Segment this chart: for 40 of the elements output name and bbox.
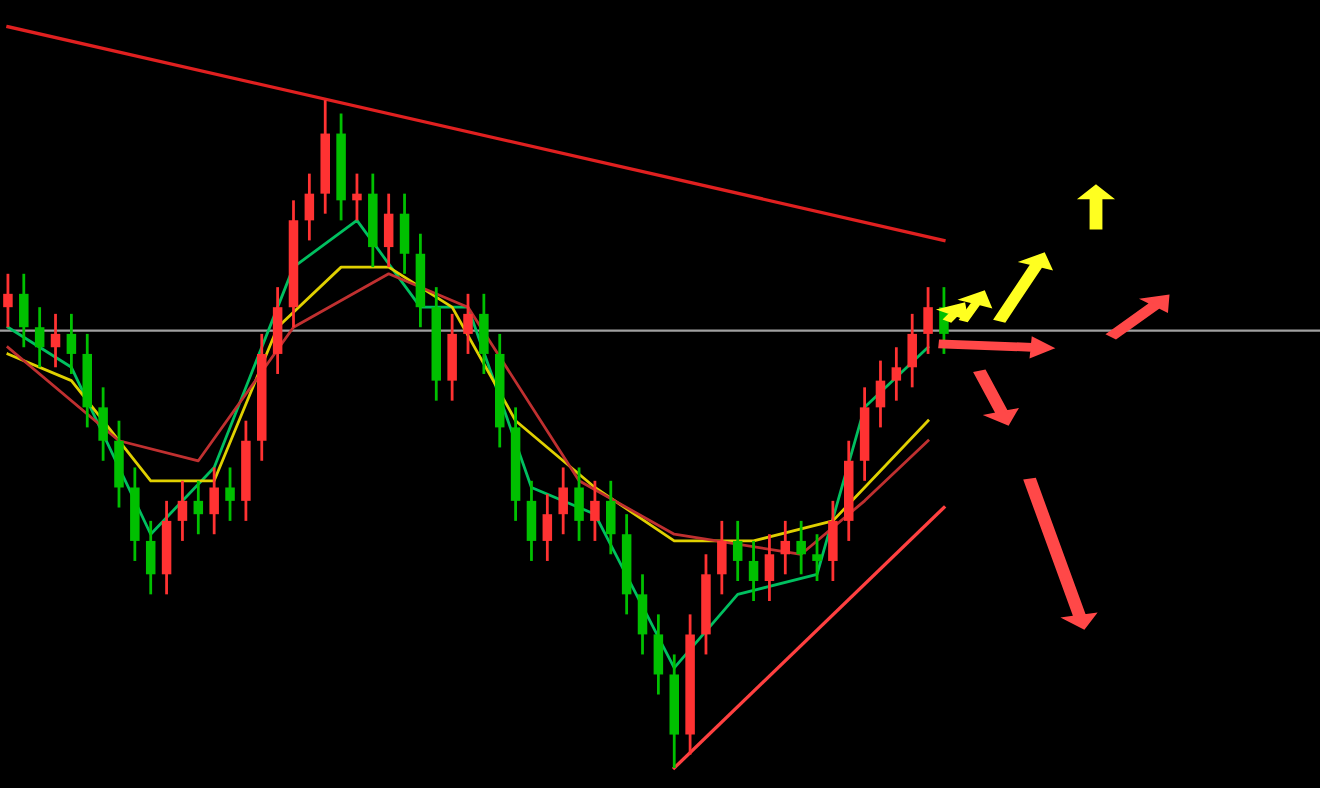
candlestick [114, 419, 124, 509]
candlestick [923, 285, 933, 356]
candlestick [542, 492, 553, 563]
candlestick [717, 519, 727, 596]
candlestick [352, 172, 362, 222]
candlestick [98, 385, 108, 463]
candlestick [558, 466, 568, 536]
candlestick [34, 305, 45, 369]
candlestick [193, 479, 204, 536]
candlestick [3, 272, 13, 329]
candlestick [748, 539, 759, 603]
candlestick [574, 466, 584, 543]
candlestick [399, 192, 410, 276]
candlestick [780, 519, 791, 576]
candlestick [891, 345, 902, 403]
candlestick [812, 532, 822, 583]
candlestick [764, 532, 775, 603]
candlestick [225, 466, 235, 523]
candlestick [19, 272, 29, 349]
candlestick [526, 479, 537, 563]
candlestick [463, 292, 473, 356]
candlestick [590, 479, 600, 543]
candlestick [50, 312, 61, 369]
candlestick [272, 285, 283, 376]
candlestick [653, 612, 664, 696]
candlestick [828, 499, 838, 583]
candlestick [907, 312, 917, 389]
candlestick [177, 479, 188, 543]
candlestick [479, 292, 489, 376]
candlestick [447, 312, 457, 403]
candlestick [796, 519, 806, 576]
candlestick [383, 192, 394, 269]
candlestick [209, 466, 219, 536]
candlestick [66, 312, 77, 376]
candlestick [606, 479, 616, 556]
candlestick [637, 572, 648, 656]
candlestick [732, 519, 743, 583]
candlestick [875, 359, 886, 429]
candlestick [304, 172, 315, 242]
candlestick [145, 519, 156, 596]
